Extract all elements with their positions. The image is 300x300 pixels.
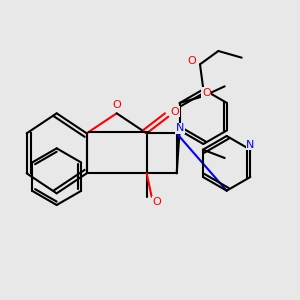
Text: N: N — [176, 123, 184, 133]
Text: N: N — [246, 140, 254, 150]
Text: O: O — [152, 197, 161, 207]
Text: O: O — [112, 100, 121, 110]
Text: O: O — [202, 88, 211, 98]
Text: O: O — [171, 107, 179, 117]
Text: O: O — [187, 56, 196, 66]
